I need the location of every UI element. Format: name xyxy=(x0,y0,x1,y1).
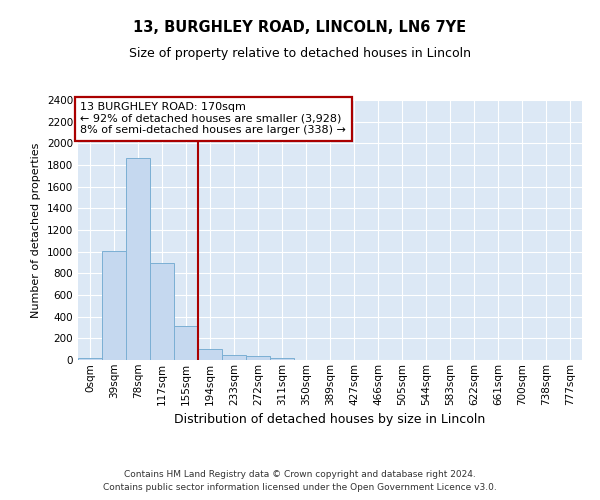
Bar xyxy=(102,250,126,360)
Bar xyxy=(270,358,294,360)
X-axis label: Distribution of detached houses by size in Lincoln: Distribution of detached houses by size … xyxy=(175,413,485,426)
Bar xyxy=(246,356,270,360)
Y-axis label: Number of detached properties: Number of detached properties xyxy=(31,142,41,318)
Text: Contains public sector information licensed under the Open Government Licence v3: Contains public sector information licen… xyxy=(103,484,497,492)
Bar xyxy=(174,326,198,360)
Text: Size of property relative to detached houses in Lincoln: Size of property relative to detached ho… xyxy=(129,48,471,60)
Text: 13 BURGHLEY ROAD: 170sqm
← 92% of detached houses are smaller (3,928)
8% of semi: 13 BURGHLEY ROAD: 170sqm ← 92% of detach… xyxy=(80,102,346,136)
Bar xyxy=(126,158,150,360)
Bar xyxy=(150,262,174,360)
Bar xyxy=(198,348,222,360)
Text: 13, BURGHLEY ROAD, LINCOLN, LN6 7YE: 13, BURGHLEY ROAD, LINCOLN, LN6 7YE xyxy=(133,20,467,35)
Bar xyxy=(78,358,102,360)
Text: Contains HM Land Registry data © Crown copyright and database right 2024.: Contains HM Land Registry data © Crown c… xyxy=(124,470,476,479)
Bar xyxy=(222,354,246,360)
